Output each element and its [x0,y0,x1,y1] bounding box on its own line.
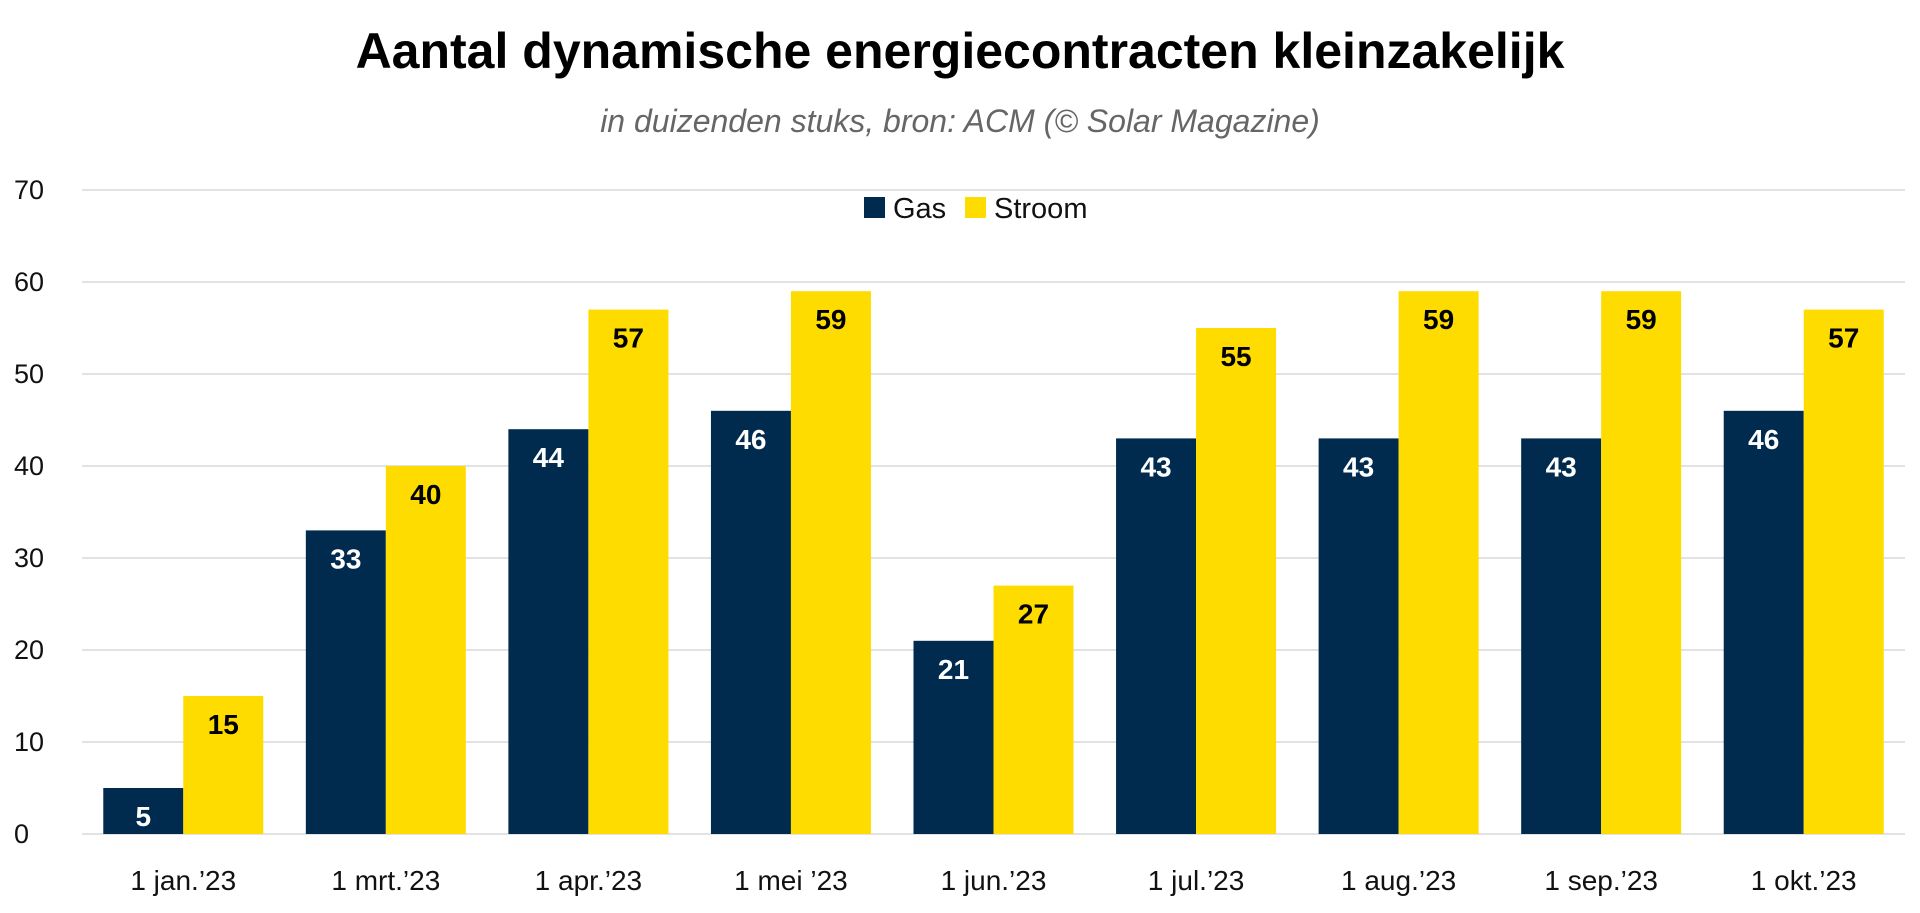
x-tick-label: 1 apr.’23 [535,865,642,896]
chart-title: Aantal dynamische energiecontracten klei… [355,23,1565,79]
bar-stroom-5 [1196,328,1277,834]
value-label-gas-5: 43 [1140,451,1171,482]
value-label-gas-2: 44 [533,442,565,473]
bar-gas-1 [305,530,386,834]
value-label-stroom-7: 59 [1626,304,1657,335]
value-label-gas-3: 46 [735,424,766,455]
bar-stroom-4 [993,585,1074,834]
bar-gas-8 [1723,410,1804,834]
x-tick-label: 1 okt.’23 [1751,865,1857,896]
x-tick-label: 1 mrt.’23 [331,865,440,896]
value-label-stroom-8: 57 [1828,323,1859,354]
bar-gas-5 [1116,438,1197,834]
bars [103,291,1884,835]
legend-swatch-stroom [965,197,986,218]
bar-stroom-6 [1398,291,1479,834]
legend: Gas Stroom [864,193,1087,225]
x-tick-label: 1 jan.’23 [130,865,236,896]
value-label-gas-6: 43 [1343,451,1374,482]
value-label-gas-4: 21 [938,654,969,685]
y-tick-label: 70 [14,175,44,205]
value-label-stroom-5: 55 [1220,341,1251,372]
legend-label-stroom: Stroom [994,193,1087,225]
y-tick-label: 40 [14,451,44,481]
bar-stroom-0 [183,696,264,834]
x-tick-label: 1 jul.’23 [1148,865,1245,896]
value-label-stroom-2: 57 [613,323,644,354]
y-tick-label: 30 [14,543,44,573]
value-label-gas-8: 46 [1748,424,1779,455]
value-label-gas-0: 5 [135,801,151,832]
bar-gas-6 [1318,438,1399,834]
y-tick-label: 0 [14,819,29,849]
x-tick-label: 1 sep.’23 [1544,865,1658,896]
y-tick-label: 20 [14,635,44,665]
y-axis-ticks: 0 10 20 30 40 50 60 70 [14,175,44,849]
x-tick-label: 1 mei ’23 [734,865,848,896]
legend-swatch-gas [864,197,885,218]
bar-gas-3 [710,410,791,834]
value-label-stroom-4: 27 [1018,599,1049,630]
value-label-stroom-6: 59 [1423,304,1454,335]
bar-stroom-1 [385,466,466,834]
legend-label-gas: Gas [893,193,946,225]
y-tick-label: 10 [14,727,44,757]
bar-gas-0 [103,788,184,834]
x-axis-ticks: 1 jan.’23 1 mrt.’23 1 apr.’23 1 mei ’23 1 ju… [130,865,1856,896]
value-labels: 5 15 33 40 44 57 46 59 21 27 43 55 43 59 43 59 46 57 [135,304,1859,832]
value-label-stroom-0: 15 [208,709,239,740]
value-label-stroom-3: 59 [815,304,846,335]
bar-stroom-8 [1803,309,1884,835]
value-label-stroom-1: 40 [410,479,441,510]
x-tick-label: 1 aug.’23 [1341,865,1456,896]
value-label-gas-7: 43 [1546,451,1577,482]
bar-stroom-3 [790,291,871,834]
value-label-gas-1: 33 [330,543,361,574]
y-tick-label: 50 [14,359,44,389]
bar-stroom-7 [1601,291,1682,834]
y-tick-label: 60 [14,267,44,297]
bar-gas-4 [913,640,994,834]
x-tick-label: 1 jun.’23 [941,865,1047,896]
chart-subtitle: in duizenden stuks, bron: ACM (© Solar M… [600,103,1320,139]
bar-stroom-2 [588,309,669,835]
bar-gas-2 [508,429,589,834]
bar-gas-7 [1521,438,1602,834]
